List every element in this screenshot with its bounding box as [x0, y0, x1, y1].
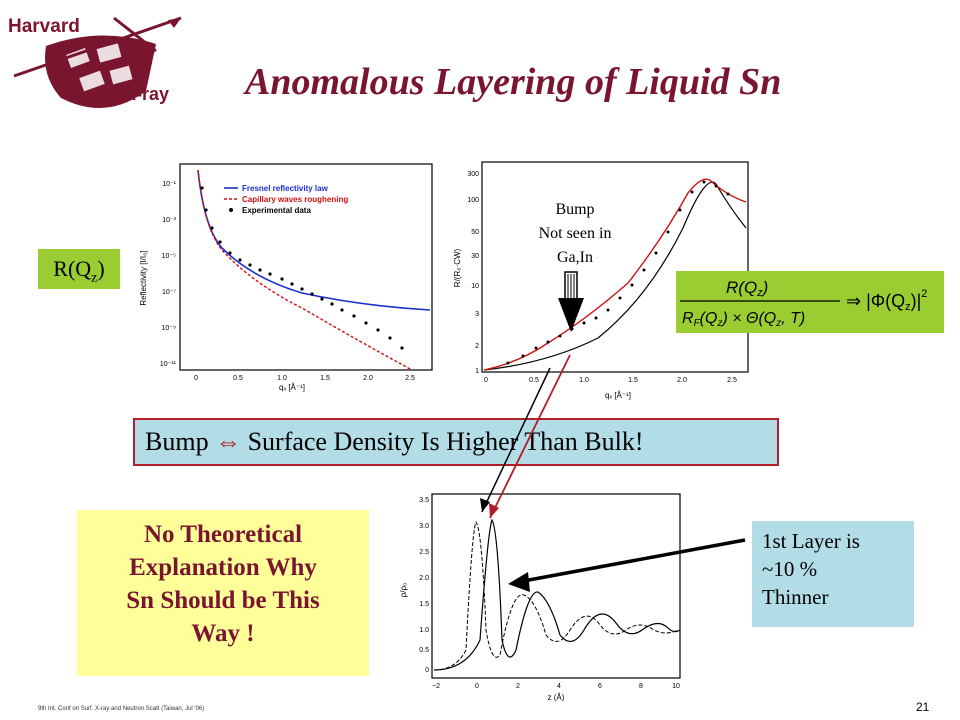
theory-note-box: No Theoretical Explanation Why Sn Should…: [77, 510, 369, 676]
experimental-data-points: [200, 186, 404, 350]
double-arrow-icon: ⇔: [215, 427, 242, 456]
harvard-xray-logo: Harvard X-ray: [8, 16, 182, 108]
legend-fresnel: Fresnel reflectivity law: [242, 184, 329, 193]
bump-note-line-3: Ga,In: [557, 249, 593, 266]
left-ytick-0: 10⁻¹: [162, 181, 176, 188]
right-ytick-7: 1: [475, 368, 479, 375]
theory-line-4: Way !: [191, 620, 255, 647]
left-xtick-5: 2.5: [405, 375, 415, 382]
left-ytick-4: 10⁻⁹: [162, 325, 176, 332]
right-data-points: [506, 180, 730, 365]
right-ytick-1: 100: [467, 197, 479, 204]
right-ytick-3: 30: [471, 253, 479, 260]
layer-line-2: ~10 %: [762, 557, 818, 581]
bump-note-line-2: Not seen in: [538, 225, 612, 242]
density-solid-curve: [433, 518, 681, 671]
right-xlabel: qₓ [Å⁻¹]: [605, 391, 631, 400]
left-ylabel: Reflectivity [I/I₀]: [139, 250, 148, 305]
capillary-curve: [197, 169, 413, 371]
logo-harvard-text: Harvard: [8, 16, 80, 37]
left-ytick-5: 10⁻¹¹: [160, 361, 177, 368]
legend-experimental: Experimental data: [242, 206, 311, 215]
rq-sub: z: [91, 270, 98, 286]
density-ytick-1: 3.0: [419, 523, 429, 530]
bump-statement-box: Bump ⇔ Surface Density Is Higher Than Bu…: [133, 418, 779, 466]
reflectivity-formula-box: R(Qz) RF(Qz) × Θ(Qz, T) ⇒ |Φ(Qz)|2: [676, 271, 944, 333]
density-xtick-2: 2: [516, 683, 520, 690]
density-ytick-4: 1.5: [419, 601, 429, 608]
left-ytick-3: 10⁻⁷: [162, 289, 176, 296]
rq-label: R(Qz): [38, 249, 120, 289]
legend-capillary: Capillary waves roughening: [242, 195, 348, 204]
rq-main: R(Q: [53, 256, 92, 281]
page-title: Anomalous Layering of Liquid Sn: [245, 61, 782, 103]
svg-text:⇒ |Φ(Qz)|2: ⇒ |Φ(Qz)|2: [846, 288, 927, 313]
left-ytick-1: 10⁻³: [162, 217, 176, 224]
density-ytick-7: 0: [425, 667, 429, 674]
right-xtick-3: 1.5: [628, 377, 638, 384]
left-xtick-3: 1.5: [320, 375, 330, 382]
density-ylabel: ρ/ρ₀: [399, 583, 408, 598]
density-xtick-5: 8: [639, 683, 643, 690]
svg-text:RF(Qz) × Θ(Qz, T): RF(Qz) × Θ(Qz, T): [682, 310, 805, 329]
left-xlabel: qₓ [Å⁻¹]: [279, 383, 305, 392]
density-xtick-3: 4: [557, 683, 561, 690]
left-xtick-2: 1.0: [277, 375, 287, 382]
layer-line-3: Thinner: [762, 585, 829, 609]
density-xlabel: z (Å): [548, 693, 565, 702]
density-xtick-0: −2: [432, 683, 440, 690]
density-xtick-4: 6: [598, 683, 602, 690]
black-pointer-arrow: [481, 367, 551, 513]
right-xtick-2: 1.0: [579, 377, 589, 384]
density-xtick-6: 10: [672, 683, 680, 690]
right-red-curve: [483, 178, 747, 371]
right-black-curve: [483, 181, 747, 371]
footer-citation: 9th Int. Conf on Surf. X-ray and Neutron…: [38, 706, 205, 712]
bump-note: Bump Not seen in Ga,In: [520, 198, 630, 270]
density-dashed-curve: [433, 521, 679, 671]
right-xtick-4: 2.0: [677, 377, 687, 384]
density-ytick-3: 2.0: [419, 575, 429, 582]
bump-word: Bump: [145, 427, 209, 456]
theory-line-2: Explanation Why: [129, 554, 317, 581]
right-ytick-4: 10: [471, 283, 479, 290]
density-profile-plot: ρ/ρ₀ 3.5 3.0 2.5 2.0 1.5 1.0 0.5 0 −2 0 …: [399, 493, 681, 702]
right-xtick-0: 0: [484, 377, 488, 384]
hollow-down-arrow-icon: [558, 271, 584, 332]
left-xtick-4: 2.0: [363, 375, 373, 382]
first-layer-note-box: 1st Layer is ~10 % Thinner: [752, 521, 914, 627]
theory-line-3: Sn Should be This: [126, 587, 320, 614]
right-xtick-1: 0.5: [529, 377, 539, 384]
density-ytick-5: 1.0: [419, 627, 429, 634]
reflectivity-formula: R(Qz) RF(Qz) × Θ(Qz, T) ⇒ |Φ(Qz)|2: [680, 278, 927, 329]
right-ytick-2: 50: [471, 229, 479, 236]
layer-line-1: 1st Layer is: [762, 529, 860, 553]
left-reflectivity-plot: Reflectivity [I/I₀] 10⁻¹ 10⁻³ 10⁻⁵ 10⁻⁷ …: [139, 163, 433, 392]
right-normalized-plot: R/(R₀·CW) 300 100 50 30 10 3 2 1 0 0.5 1…: [453, 161, 749, 400]
density-ytick-0: 3.5: [419, 497, 429, 504]
logo-xray-text: X-ray: [124, 84, 169, 104]
right-ylabel: R/(R₀·CW): [453, 248, 462, 287]
right-xtick-5: 2.5: [727, 377, 737, 384]
right-ytick-0: 300: [467, 171, 479, 178]
red-pointer-arrow: [489, 354, 571, 519]
bump-note-line-1: Bump: [555, 201, 595, 218]
surface-density-text: Surface Density Is Higher Than Bulk!: [247, 427, 644, 456]
left-xtick-0: 0: [194, 375, 198, 382]
rq-close: ): [97, 256, 105, 281]
density-ytick-6: 0.5: [419, 647, 429, 654]
density-xtick-1: 0: [475, 683, 479, 690]
right-ytick-6: 2: [475, 343, 479, 350]
theory-line-1: No Theoretical: [143, 521, 303, 548]
left-xtick-1: 0.5: [233, 375, 243, 382]
right-ytick-5: 3: [475, 311, 479, 318]
page-number: 21: [916, 700, 930, 714]
density-ytick-2: 2.5: [419, 549, 429, 556]
left-ytick-2: 10⁻⁵: [162, 253, 176, 260]
first-layer-arrow: [517, 538, 746, 584]
